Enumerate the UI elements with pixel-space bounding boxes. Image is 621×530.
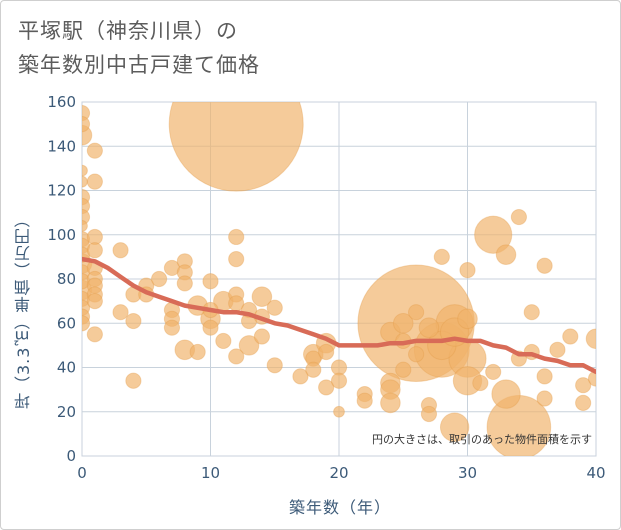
data-point bbox=[228, 250, 245, 268]
data-point bbox=[575, 377, 592, 394]
data-point bbox=[392, 312, 414, 334]
data-point bbox=[523, 304, 540, 321]
data-point bbox=[305, 361, 322, 378]
data-point bbox=[459, 262, 476, 279]
data-point bbox=[82, 175, 88, 188]
data-point bbox=[495, 244, 517, 265]
data-point bbox=[491, 379, 521, 409]
chart-title-line-2: 築年数別中古戸建て価格 bbox=[18, 53, 260, 77]
y-tick-label: 80 bbox=[57, 270, 76, 288]
y-tick-label: 60 bbox=[57, 314, 76, 332]
data-point bbox=[86, 142, 103, 159]
data-point bbox=[228, 348, 245, 365]
data-point bbox=[457, 308, 478, 330]
y-tick-label: 0 bbox=[66, 447, 76, 465]
data-point bbox=[112, 304, 129, 321]
data-point bbox=[86, 242, 103, 259]
data-point bbox=[163, 319, 181, 336]
data-point bbox=[485, 363, 502, 381]
x-tick-label: 10 bbox=[201, 464, 220, 482]
y-tick-label: 20 bbox=[57, 403, 76, 421]
y-tick-label: 40 bbox=[57, 359, 76, 377]
data-point bbox=[125, 372, 142, 389]
data-point bbox=[536, 390, 553, 407]
data-point bbox=[562, 328, 579, 345]
data-point bbox=[176, 275, 193, 292]
data-point bbox=[585, 328, 596, 350]
data-point bbox=[356, 392, 373, 409]
trend-line bbox=[82, 256, 596, 375]
data-point bbox=[82, 116, 91, 133]
x-tick-label: 30 bbox=[458, 464, 477, 482]
data-point bbox=[587, 370, 596, 387]
data-point bbox=[408, 346, 425, 363]
data-point bbox=[151, 270, 168, 288]
data-point bbox=[168, 102, 304, 192]
y-tick-label: 160 bbox=[47, 93, 76, 111]
x-tick-label: 0 bbox=[77, 464, 87, 482]
data-point bbox=[395, 361, 412, 378]
data-point bbox=[82, 164, 88, 177]
data-point bbox=[202, 273, 219, 290]
data-point bbox=[333, 405, 345, 418]
data-point bbox=[125, 312, 142, 330]
data-point bbox=[408, 304, 425, 321]
data-point bbox=[228, 228, 245, 246]
x-axis-label: 築年数（年） bbox=[288, 498, 391, 517]
data-point bbox=[380, 392, 401, 414]
data-point bbox=[510, 208, 528, 226]
size-note: 円の大きさは、取引のあった物件面積を示す bbox=[372, 432, 592, 446]
data-point bbox=[420, 405, 438, 423]
data-point bbox=[86, 173, 103, 190]
chart-title-line-1: 平塚駅（神奈川県）の bbox=[18, 19, 238, 43]
data-point bbox=[112, 242, 129, 259]
data-point bbox=[215, 332, 232, 350]
data-point bbox=[86, 293, 103, 310]
data-point bbox=[549, 341, 566, 358]
data-point bbox=[202, 319, 219, 336]
data-point bbox=[536, 257, 553, 274]
data-point bbox=[189, 343, 206, 361]
data-point bbox=[266, 357, 283, 374]
y-tick-label: 120 bbox=[47, 182, 76, 200]
data-point bbox=[238, 335, 260, 356]
data-point bbox=[318, 343, 335, 361]
data-point bbox=[330, 372, 348, 389]
data-point bbox=[82, 315, 91, 332]
data-point bbox=[472, 374, 489, 392]
data-point bbox=[536, 368, 553, 385]
y-tick-label: 140 bbox=[47, 137, 76, 155]
data-points bbox=[82, 102, 596, 456]
data-point bbox=[86, 326, 103, 343]
data-point bbox=[318, 379, 335, 396]
x-tick-label: 20 bbox=[329, 464, 348, 482]
x-tick-label: 40 bbox=[586, 464, 605, 482]
data-point bbox=[418, 317, 440, 338]
data-point bbox=[474, 215, 513, 254]
data-point bbox=[82, 220, 88, 232]
data-point bbox=[433, 248, 450, 265]
data-point bbox=[439, 412, 470, 442]
data-point bbox=[292, 368, 309, 385]
data-point bbox=[251, 286, 273, 308]
data-point bbox=[253, 328, 270, 345]
y-tick-label: 100 bbox=[47, 226, 76, 244]
chart-title: 平塚駅（神奈川県）の 築年数別中古戸建て価格 bbox=[18, 14, 260, 82]
data-point bbox=[266, 299, 283, 316]
data-point bbox=[575, 394, 592, 411]
